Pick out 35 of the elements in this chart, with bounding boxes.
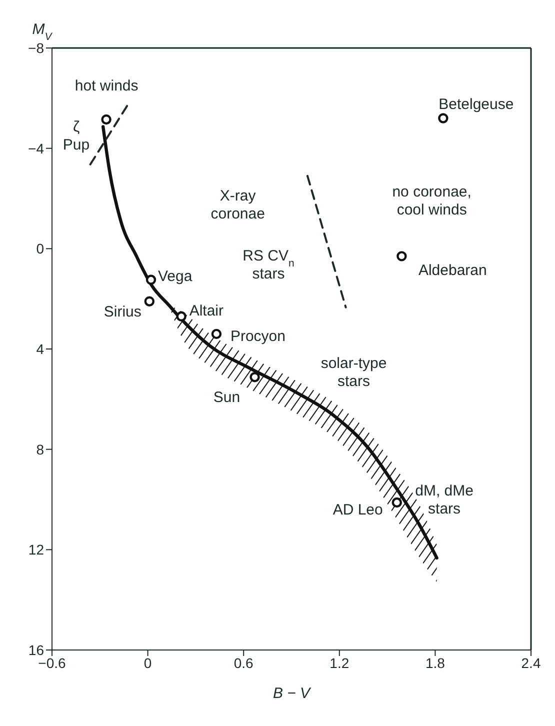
annotation: hot winds [74,77,138,94]
point [396,251,407,262]
point [176,311,186,322]
annotation: Sun [213,389,240,406]
point [101,114,112,125]
x-axis-title: B − V [272,685,312,702]
annotation: solar-type stars [320,354,387,390]
point [250,372,260,382]
annotation: RS CV$_{n}$ stars [242,248,295,283]
point [146,274,156,285]
y-tick-label: 8 [36,441,44,458]
y-tick-label: 4 [36,340,44,357]
annotation: ζ Pup [62,118,90,154]
x-tick-label: 1.8 [425,654,446,671]
x-tick-label: 0 [144,654,152,671]
x-tick-label: 1.2 [330,654,350,671]
y-tick-label: 0 [36,240,44,257]
annotation: Betelgeuse [438,96,514,114]
x-tick-label: 0.6 [234,654,254,671]
point [144,296,154,306]
annotation: Sirius [104,303,142,320]
annotation: no coronae, cool winds [392,183,472,218]
annotation: dM, dMe stars [415,482,474,518]
point [438,113,448,124]
y-tick-label: −4 [28,140,44,156]
annotation: X-ray coronae [210,188,265,223]
annotation: Vega [158,268,193,285]
annotation: AD Leo [332,502,383,519]
annotation: Altair [189,302,224,320]
x-tick-label: 2.4 [521,654,541,671]
annotation: Aldebaran [418,262,487,280]
point [211,328,222,340]
point [392,497,402,508]
annotation: Procyon [230,328,286,345]
y-tick-label: 12 [28,542,44,558]
